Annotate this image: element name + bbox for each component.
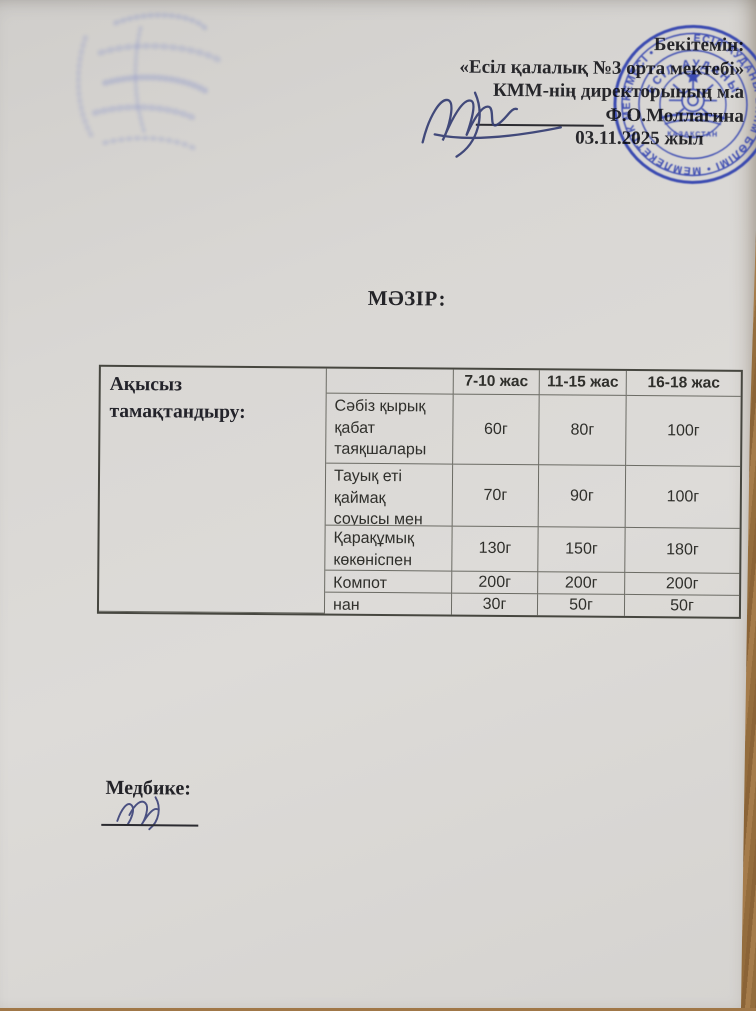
dish-name: нан: [324, 592, 453, 615]
stamp-emblem: [660, 69, 726, 126]
portion-value: 200г: [538, 572, 626, 595]
portion-value: 200г: [452, 571, 539, 595]
menu-table: Ақысыз тамақтандыру: 7-10 жас 11-15 жас …: [96, 364, 743, 619]
portion-value: 60г: [453, 394, 540, 466]
faded-stamp-imprint: [75, 12, 224, 152]
dish-name: Қарақұмық көкөніспен: [325, 525, 453, 572]
stamp-center-text: ҚАЗАҚСТАН: [667, 131, 718, 138]
portion-value: 50г: [670, 596, 694, 614]
table-left-header: Ақысыз тамақтандыру:: [98, 366, 327, 614]
dish-name: Сәбіз қырық қабат таяқшалары: [326, 393, 454, 465]
portion-value: 130г: [452, 526, 539, 573]
director-signature: [421, 91, 562, 158]
stamp-outer-ring-text: ЕСІЛ АУДАНЫ БІЛІМ БӨЛІМІ • МЕМЛЕКЕТТІК М…: [620, 32, 756, 177]
portion-value: 100г: [625, 465, 741, 529]
portion-value: 90г: [538, 465, 627, 528]
portion-value: 200г: [625, 572, 740, 596]
age-column-11-15: 11-15 жас: [539, 370, 627, 396]
age-column-16-18: 16-18 жас: [626, 370, 741, 397]
portion-value: 80г: [539, 395, 627, 466]
svg-text:ЕСІЛ АУДАНЫ БІЛІМ БӨЛІМІ • МЕМ: ЕСІЛ АУДАНЫ БІЛІМ БӨЛІМІ • МЕМЛЕКЕТТІК М…: [620, 32, 756, 177]
portion-value: 70г: [452, 464, 540, 528]
official-round-stamp: ЕСІЛ АУДАНЫ БІЛІМ БӨЛІМІ • МЕМЛЕКЕТТІК М…: [613, 24, 756, 184]
portion-value: 30г: [451, 593, 539, 616]
portion-value: 100г: [626, 395, 741, 467]
age-column-7-10: 7-10 жас: [453, 369, 540, 396]
nurse-signature: [116, 796, 160, 831]
dish-name: Компот: [325, 570, 453, 594]
portion-value: 180г: [625, 527, 740, 574]
dish-name: Тауық еті қаймақ соуысы мен: [325, 463, 454, 527]
menu-title: МӘЗІР:: [367, 285, 447, 311]
portion-value: 50г: [537, 594, 626, 616]
dish-column-header: [326, 368, 454, 395]
portion-value: 150г: [538, 527, 626, 573]
